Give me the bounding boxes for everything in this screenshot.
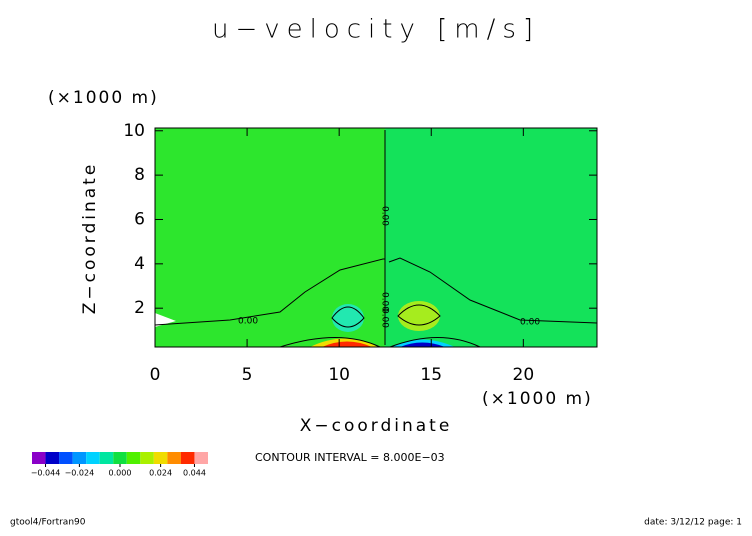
region xyxy=(398,301,440,331)
chart-title: u−velocity [m/s] xyxy=(212,15,540,45)
plot-frame xyxy=(154,127,598,348)
contour-label: 0.00 xyxy=(238,317,258,327)
x-tick-label: 15 xyxy=(420,365,442,385)
colorbar-tick-label: −0.024 xyxy=(65,469,95,478)
contour-line xyxy=(388,257,598,324)
y-tick-label: 2 xyxy=(134,298,145,318)
contour-line xyxy=(331,306,365,328)
colorbar-tick-label: 0.024 xyxy=(149,469,172,478)
contour-line xyxy=(397,304,441,326)
region xyxy=(400,342,445,347)
region xyxy=(322,341,372,347)
region xyxy=(155,313,176,327)
colorbar-tick-label: −0.044 xyxy=(31,469,61,478)
footer-left: gtool4/Fortran90 xyxy=(10,518,86,528)
x-unit: (×1000 m) xyxy=(482,389,593,409)
y-tick-label: 8 xyxy=(134,165,145,185)
x-tick-label: 20 xyxy=(513,365,535,385)
y-unit: (×1000 m) xyxy=(48,88,159,108)
contour-label: 0.00 xyxy=(380,308,390,328)
y-tick-label: 4 xyxy=(134,254,145,274)
region xyxy=(332,304,364,332)
colorbar-swatch xyxy=(194,452,208,464)
colorbar-swatch xyxy=(32,452,46,464)
colorbar-swatch xyxy=(86,452,100,464)
footer-right: date: 3/12/12 page: 1 xyxy=(644,518,742,528)
colorbar-tick-label: 0.044 xyxy=(183,469,206,478)
contour-label: 0.00 xyxy=(520,318,540,328)
contour-field xyxy=(154,128,598,348)
contour-interval: CONTOUR INTERVAL = 8.000E−03 xyxy=(255,451,445,464)
x-tick-label: 0 xyxy=(150,365,161,385)
colorbar-swatch xyxy=(167,452,181,464)
colorbar-swatch xyxy=(99,452,114,464)
colorbar-swatch xyxy=(180,452,195,464)
colorbar-tick-label: 0.000 xyxy=(109,469,132,478)
contour-label: 0.00 xyxy=(380,206,390,226)
contour-line xyxy=(279,337,481,348)
contour-line xyxy=(154,258,385,326)
colorbar-swatch xyxy=(45,452,60,464)
y-tick-label: 6 xyxy=(134,209,145,229)
colorbar-swatch xyxy=(72,452,87,464)
colorbar-swatch xyxy=(140,452,154,464)
colorbar-swatch xyxy=(153,452,168,464)
x-axis-label: X−coordinate xyxy=(300,416,453,436)
colorbar-swatch xyxy=(59,452,73,464)
y-axis-label: Z−coordinate xyxy=(80,162,100,315)
colorbar-swatch xyxy=(113,452,127,464)
contour-label: 0.00 xyxy=(380,292,390,312)
x-tick-label: 10 xyxy=(328,365,350,385)
y-tick-label: 10 xyxy=(123,121,145,141)
colorbar-swatch xyxy=(126,452,141,464)
x-tick-label: 5 xyxy=(242,365,253,385)
